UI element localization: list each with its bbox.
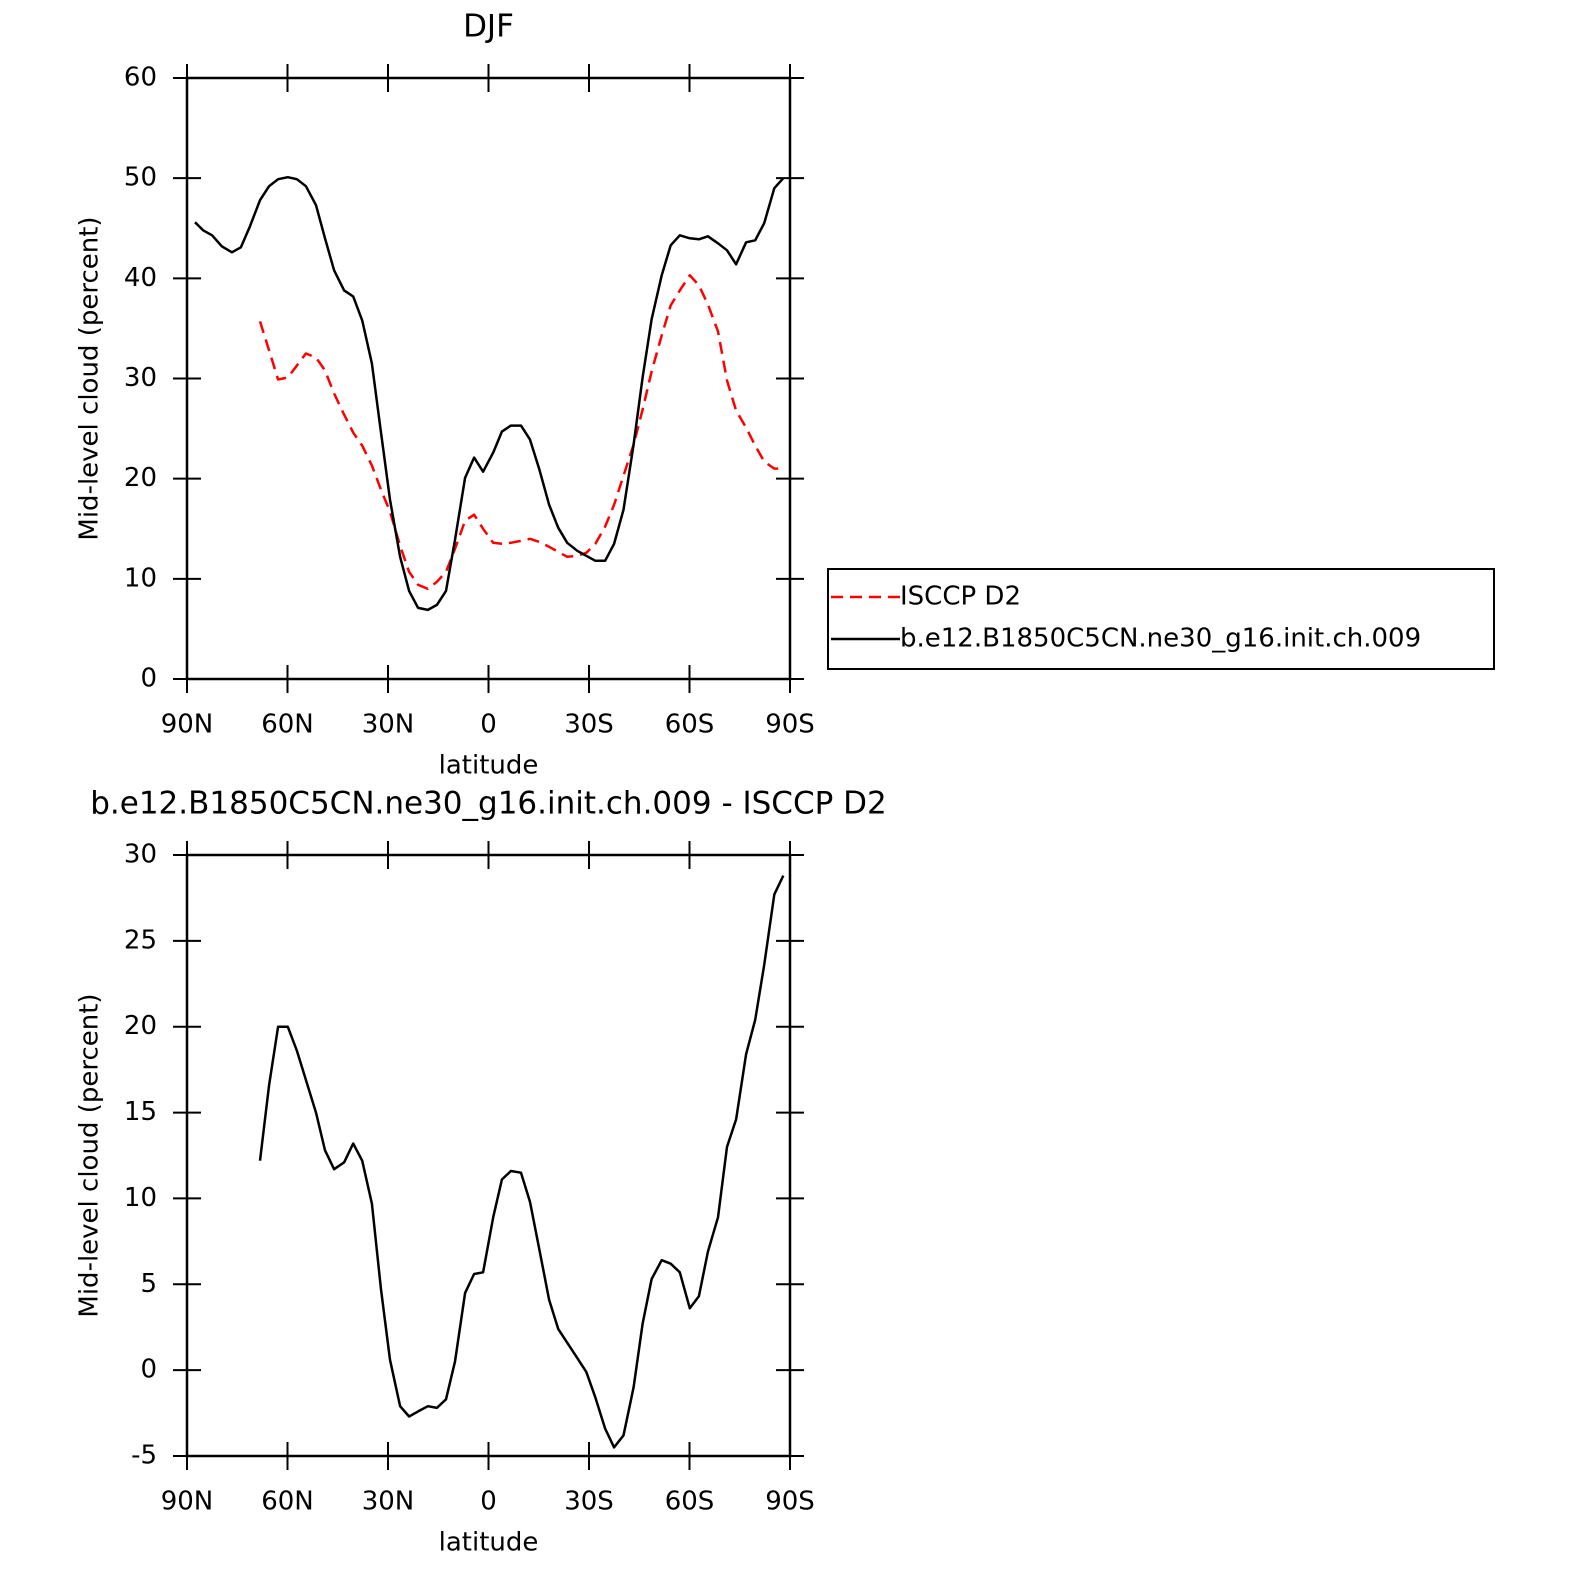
y-tick-label: 5 — [140, 1269, 157, 1299]
legend-label: ISCCP D2 — [900, 582, 1021, 612]
x-tick-label: 30N — [362, 710, 415, 740]
y-tick-label: 40 — [124, 263, 157, 293]
x-tick-label: 90S — [765, 710, 815, 740]
chart-title: DJF — [463, 9, 514, 45]
x-tick-label: 60S — [665, 710, 715, 740]
x-tick-label: 60N — [261, 1487, 314, 1517]
x-tick-label: 30N — [362, 1487, 415, 1517]
x-tick-label: 90N — [161, 1487, 214, 1517]
y-tick-label: 25 — [124, 925, 157, 955]
data-line — [258, 875, 785, 1449]
x-tick-label: 0 — [480, 1487, 497, 1517]
y-tick-label: 60 — [124, 63, 157, 93]
legend-box — [827, 568, 1495, 670]
x-axis-label: latitude — [439, 1528, 539, 1558]
y-tick-label: 20 — [124, 1011, 157, 1041]
x-tick-label: 60S — [665, 1487, 715, 1517]
x-tick-label: 90S — [765, 1487, 815, 1517]
y-tick-label: 20 — [124, 463, 157, 493]
y-tick-label: 30 — [124, 840, 157, 870]
x-tick-label: 30S — [564, 1487, 614, 1517]
data-line — [194, 175, 785, 612]
chart-title: b.e12.B1850C5CN.ne30_g16.init.ch.009 - I… — [90, 786, 887, 822]
x-tick-label: 60N — [261, 710, 314, 740]
plot-frame — [185, 853, 792, 1458]
y-tick-label: 10 — [124, 1183, 157, 1213]
x-tick-label: 90N — [161, 710, 214, 740]
plot-frame — [185, 76, 792, 681]
x-axis-label: latitude — [439, 751, 539, 781]
y-tick-label: 0 — [140, 1355, 157, 1385]
data-line — [258, 274, 784, 591]
y-tick-label: 0 — [140, 664, 157, 694]
legend-label: b.e12.B1850C5CN.ne30_g16.init.ch.009 — [900, 624, 1421, 654]
x-tick-label: 30S — [564, 710, 614, 740]
y-tick-label: 10 — [124, 563, 157, 593]
y-tick-label: 30 — [124, 363, 157, 393]
y-tick-label: -5 — [131, 1441, 157, 1471]
y-axis-label: Mid-level cloud (percent) — [75, 993, 105, 1317]
y-axis-label: Mid-level cloud (percent) — [75, 216, 105, 540]
y-tick-label: 15 — [124, 1097, 157, 1127]
x-tick-label: 0 — [480, 710, 497, 740]
y-tick-label: 50 — [124, 163, 157, 193]
